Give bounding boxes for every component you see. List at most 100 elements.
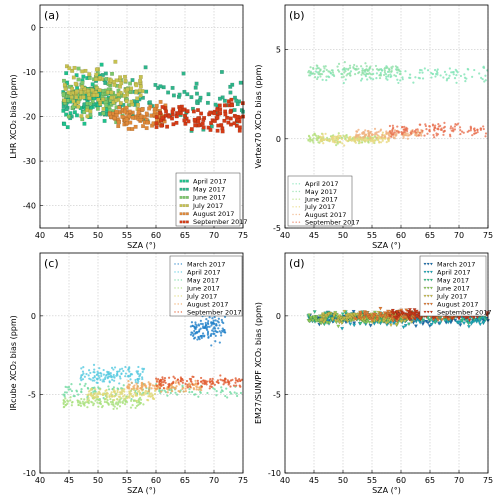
data-point bbox=[105, 394, 108, 397]
data-point bbox=[311, 139, 314, 142]
data-point bbox=[135, 387, 138, 390]
data-point bbox=[352, 321, 357, 326]
panel-label: (c) bbox=[44, 257, 59, 270]
data-point bbox=[159, 382, 162, 386]
data-point bbox=[443, 70, 447, 73]
data-point bbox=[390, 133, 393, 136]
data-point bbox=[345, 139, 348, 142]
data-point bbox=[397, 69, 400, 72]
data-point bbox=[206, 125, 211, 130]
data-point bbox=[112, 386, 115, 389]
data-point bbox=[81, 373, 84, 377]
data-point bbox=[89, 392, 92, 395]
legend-marker bbox=[426, 310, 430, 314]
data-point bbox=[141, 370, 144, 373]
data-point bbox=[151, 384, 154, 387]
data-point bbox=[461, 321, 467, 326]
data-point bbox=[109, 78, 114, 83]
data-point bbox=[88, 109, 93, 114]
data-point bbox=[61, 108, 66, 113]
data-point bbox=[320, 136, 323, 139]
data-point bbox=[95, 377, 98, 380]
data-point bbox=[95, 106, 100, 111]
data-point bbox=[133, 124, 138, 129]
data-point bbox=[344, 78, 347, 81]
data-point bbox=[107, 373, 110, 376]
data-point bbox=[225, 115, 230, 120]
axes-frame bbox=[284, 252, 489, 474]
legend-marker bbox=[182, 195, 186, 199]
data-point bbox=[115, 407, 119, 410]
data-point bbox=[234, 377, 237, 380]
data-point bbox=[184, 390, 187, 393]
data-point bbox=[331, 313, 337, 318]
data-point bbox=[87, 374, 90, 377]
data-point bbox=[429, 322, 434, 327]
data-point bbox=[90, 388, 93, 391]
x-tick-label: 60 bbox=[396, 476, 406, 485]
data-point bbox=[147, 381, 150, 384]
x-tick-label: 65 bbox=[180, 476, 190, 485]
data-point bbox=[82, 110, 87, 115]
data-point bbox=[312, 310, 317, 314]
data-point bbox=[213, 332, 216, 335]
data-point bbox=[93, 368, 96, 371]
data-point bbox=[401, 325, 406, 330]
data-point bbox=[208, 110, 213, 115]
data-point bbox=[170, 387, 173, 390]
data-point bbox=[403, 128, 406, 131]
data-point bbox=[199, 319, 202, 322]
data-point bbox=[79, 90, 84, 95]
data-point bbox=[195, 385, 198, 388]
data-point bbox=[314, 76, 317, 79]
data-point bbox=[94, 86, 99, 91]
series-1 bbox=[309, 65, 489, 85]
data-point bbox=[100, 372, 103, 375]
legend-label: August 2017 bbox=[187, 300, 228, 308]
data-point bbox=[333, 137, 337, 141]
data-point bbox=[192, 117, 197, 122]
data-point bbox=[338, 70, 341, 73]
data-point bbox=[65, 125, 70, 130]
data-point bbox=[174, 391, 177, 394]
legend-entry: May 2017 bbox=[174, 276, 219, 284]
data-point bbox=[189, 383, 192, 387]
data-point bbox=[408, 76, 411, 79]
x-axis-label: SZA (°) bbox=[127, 241, 156, 250]
data-point bbox=[191, 109, 196, 114]
data-point bbox=[161, 376, 164, 379]
data-point bbox=[469, 129, 472, 132]
data-point bbox=[380, 136, 383, 139]
legend-marker bbox=[182, 204, 186, 208]
data-point bbox=[166, 90, 171, 95]
data-point bbox=[83, 375, 86, 378]
data-point bbox=[136, 110, 141, 115]
data-point bbox=[119, 81, 124, 86]
data-point bbox=[207, 319, 210, 323]
data-point bbox=[229, 103, 234, 107]
data-point bbox=[103, 80, 108, 85]
data-point bbox=[87, 396, 90, 400]
data-point bbox=[217, 103, 222, 108]
data-point bbox=[375, 131, 378, 134]
data-point bbox=[81, 370, 85, 373]
data-point bbox=[377, 69, 380, 72]
data-point bbox=[139, 398, 143, 401]
data-point bbox=[192, 334, 195, 337]
data-point bbox=[144, 392, 147, 395]
data-point bbox=[182, 89, 187, 94]
data-point bbox=[110, 403, 113, 406]
data-point bbox=[94, 388, 97, 391]
data-point bbox=[63, 391, 67, 394]
data-point bbox=[201, 125, 206, 130]
data-point bbox=[325, 138, 328, 141]
data-point bbox=[352, 65, 355, 69]
data-point bbox=[362, 136, 365, 139]
data-point bbox=[170, 390, 174, 393]
data-point bbox=[424, 123, 427, 126]
data-point bbox=[346, 136, 349, 139]
legend-marker bbox=[423, 278, 427, 282]
data-point bbox=[235, 394, 239, 398]
data-point bbox=[360, 141, 364, 144]
data-point bbox=[407, 308, 412, 312]
